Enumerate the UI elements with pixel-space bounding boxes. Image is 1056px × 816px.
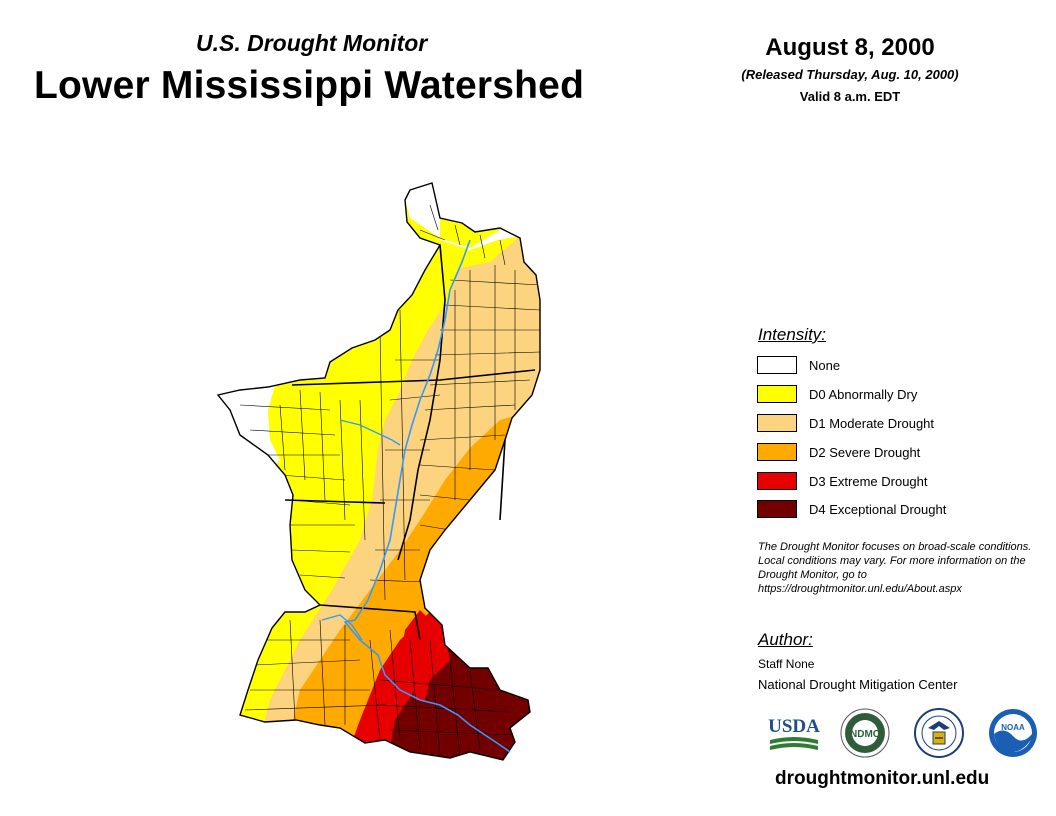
drought-map [216, 182, 541, 761]
author-heading: Author: [758, 630, 813, 649]
author-name: Staff None [758, 657, 815, 671]
legend-item-d3: D3 Extreme Drought [757, 470, 928, 492]
legend-label: D3 Extreme Drought [809, 473, 928, 489]
legend-label: D0 Abnormally Dry [809, 386, 918, 402]
legend-label: D4 Exceptional Drought [809, 501, 947, 517]
release-date: (Released Thursday, Aug. 10, 2000) [741, 67, 959, 82]
legend-item-d0: D0 Abnormally Dry [757, 383, 917, 405]
usda-logo-text: USDA [768, 716, 820, 737]
usda-logo: USDA [768, 716, 820, 750]
map-date: August 8, 2000 [765, 34, 935, 61]
legend-swatch-d0 [757, 385, 797, 403]
legend-title: Intensity: [758, 325, 827, 344]
state-borders [284, 244, 536, 641]
legend-label: D1 Moderate Drought [809, 415, 935, 431]
state-border-east [499, 439, 506, 521]
legend-item-d2: D2 Severe Drought [757, 441, 920, 463]
noaa-logo: NOAA [989, 709, 1037, 757]
d3-extreme-inset [400, 610, 450, 700]
legend-swatch-d1 [757, 414, 797, 432]
none-zone-north [218, 183, 540, 250]
state-border-mississippi-river [397, 244, 446, 561]
state-border-arkansas-louisiana [284, 499, 386, 504]
state-border-louisiana-mississippi [319, 604, 421, 641]
legend-item-d1: D1 Moderate Drought [757, 412, 934, 434]
valid-time: Valid 8 a.m. EDT [799, 89, 901, 104]
disclaimer-note: The Drought Monitor focuses on broad-sca… [758, 541, 1032, 595]
legend-label: D2 Severe Drought [809, 444, 921, 460]
legend-swatch-d2 [757, 443, 797, 461]
commerce-seal-logo [914, 708, 964, 758]
legend-label: None [809, 357, 841, 373]
mississippi-river [343, 239, 511, 753]
state-border-north [291, 369, 536, 386]
ndmc-logo: NDMC [840, 708, 890, 758]
legend-swatch-d3 [757, 472, 797, 490]
legend-item-none: None [757, 354, 840, 376]
county-lines [239, 204, 540, 759]
red-river [321, 614, 363, 641]
map-subtitle: U.S. Drought Monitor [196, 30, 428, 56]
ndmc-logo-text: NDMC [850, 729, 880, 740]
author-organization: National Drought Mitigation Center [758, 677, 958, 692]
legend-item-d4: D4 Exceptional Drought [757, 498, 946, 520]
legend-swatch-d4 [757, 500, 797, 518]
noaa-logo-text: NOAA [1001, 723, 1025, 732]
arkansas-river [339, 419, 401, 446]
map-title: Lower Mississippi Watershed [34, 64, 585, 107]
website-url[interactable]: droughtmonitor.unl.edu [775, 768, 990, 789]
watershed-outline [216, 182, 541, 761]
legend-swatch-none [757, 356, 797, 374]
